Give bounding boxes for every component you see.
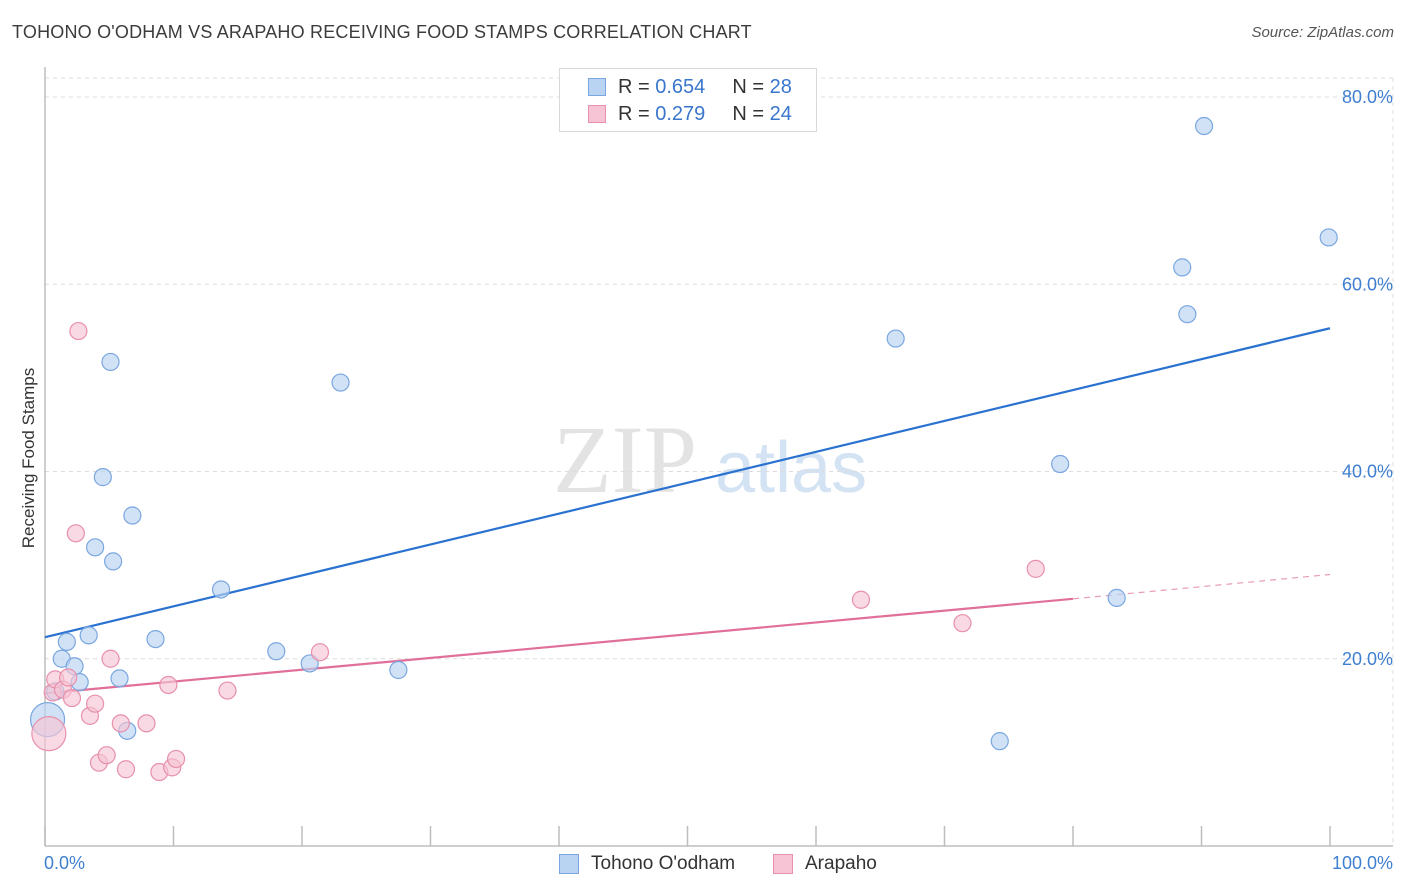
point-tohono bbox=[886, 329, 905, 348]
data-points bbox=[29, 116, 1338, 782]
legend-r-label: R = bbox=[618, 102, 650, 125]
legend-n-label: N = bbox=[732, 102, 765, 125]
x-tick-label: 100.0% bbox=[1332, 853, 1393, 873]
y-tick-label: 40.0% bbox=[1342, 462, 1393, 482]
point-tohono bbox=[211, 580, 231, 599]
point-arapaho bbox=[310, 643, 330, 662]
point-arapaho bbox=[97, 746, 116, 765]
legend-n-value: 28 bbox=[769, 75, 792, 98]
point-tohono bbox=[331, 373, 350, 392]
point-tohono bbox=[93, 468, 112, 487]
tick-labels: 20.0% 40.0% 60.0% 80.0% 0.0% 100.0% bbox=[44, 87, 1393, 873]
point-arapaho bbox=[137, 714, 156, 733]
watermark-zip: ZIP bbox=[553, 406, 697, 513]
point-arapaho bbox=[116, 760, 136, 779]
point-arapaho bbox=[159, 675, 178, 695]
x-tick-label: 0.0% bbox=[44, 853, 85, 873]
bottom-legend-arapaho: Arapaho bbox=[773, 852, 877, 876]
point-tohono bbox=[104, 552, 123, 571]
point-tohono bbox=[57, 632, 76, 651]
legend-r-label: R = bbox=[618, 75, 650, 98]
point-tohono bbox=[389, 660, 408, 680]
legend-row-arapaho: R = 0.279 N = 24 bbox=[588, 102, 792, 126]
trend-lines bbox=[44, 327, 1331, 695]
point-arapaho bbox=[851, 590, 871, 609]
point-arapaho bbox=[166, 749, 186, 769]
point-tohono bbox=[300, 654, 319, 673]
bottom-legend-label-arapaho: Arapaho bbox=[805, 853, 877, 874]
point-arapaho bbox=[111, 714, 130, 733]
point-arapaho bbox=[101, 649, 120, 668]
point-tohono bbox=[1194, 116, 1214, 136]
point-arapaho bbox=[1026, 559, 1045, 578]
bottom-legend-label-tohono: Tohono O'odham bbox=[591, 853, 736, 874]
legend: R = 0.654 N = 28 R = 0.279 N = 24 bbox=[559, 68, 817, 132]
point-tohono bbox=[1178, 305, 1197, 324]
trend-line-arapaho bbox=[44, 597, 1074, 695]
bottom-legend-swatch-blue bbox=[559, 854, 579, 874]
point-arapaho bbox=[86, 694, 105, 713]
point-tohono bbox=[1319, 228, 1338, 247]
bottom-legend-swatch-pink bbox=[773, 854, 793, 874]
legend-swatch-blue bbox=[588, 78, 606, 96]
watermark-atlas: atlas bbox=[715, 428, 867, 508]
point-arapaho bbox=[59, 668, 78, 687]
point-tohono bbox=[990, 732, 1009, 751]
legend-n-label: N = bbox=[732, 75, 765, 98]
y-tick-label: 20.0% bbox=[1342, 649, 1393, 669]
point-tohono bbox=[1173, 258, 1192, 277]
chart-title: TOHONO O'ODHAM VS ARAPAHO RECEIVING FOOD… bbox=[12, 22, 752, 42]
point-tohono bbox=[146, 629, 165, 649]
bottom-legend-tohono: Tohono O'odham bbox=[559, 852, 735, 876]
point-arapaho bbox=[62, 688, 82, 708]
watermark: ZIP atlas bbox=[553, 406, 867, 513]
point-arapaho bbox=[66, 524, 85, 543]
legend-n-value: 24 bbox=[769, 102, 792, 125]
point-tohono bbox=[267, 642, 286, 661]
point-tohono bbox=[79, 626, 98, 645]
y-tick-label: 60.0% bbox=[1342, 274, 1393, 294]
y-tick-label: 80.0% bbox=[1342, 87, 1393, 107]
source-label: Source: ZipAtlas.com bbox=[1251, 24, 1394, 41]
point-tohono bbox=[123, 506, 142, 525]
point-arapaho bbox=[953, 614, 972, 633]
point-tohono bbox=[110, 669, 129, 688]
point-arapaho bbox=[31, 716, 67, 752]
legend-r-value: 0.654 bbox=[655, 75, 706, 98]
point-tohono bbox=[1107, 588, 1126, 607]
point-tohono bbox=[101, 352, 120, 372]
trend-line-tohono bbox=[44, 327, 1331, 639]
legend-r-value: 0.279 bbox=[655, 102, 706, 125]
point-tohono bbox=[86, 538, 105, 557]
point-arapaho bbox=[69, 321, 88, 341]
point-arapaho bbox=[218, 681, 237, 700]
legend-row-tohono: R = 0.654 N = 28 bbox=[588, 75, 792, 99]
legend-swatch-pink bbox=[588, 105, 606, 123]
y-axis-label: Receiving Food Stamps bbox=[19, 368, 38, 548]
point-tohono bbox=[1051, 454, 1070, 474]
